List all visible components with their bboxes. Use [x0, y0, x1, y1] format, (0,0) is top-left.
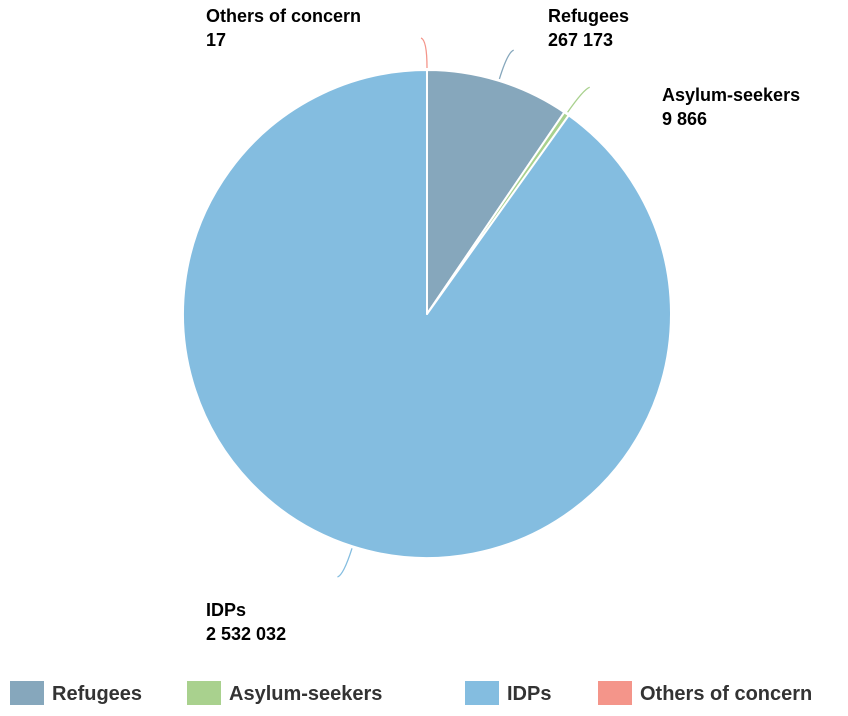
legend-item-idps: IDPs: [465, 681, 551, 705]
leader-line-idps: [338, 548, 353, 577]
legend-item-refugees: Refugees: [10, 681, 142, 705]
legend-item-asylum-seekers: Asylum-seekers: [187, 681, 382, 705]
data-label-name-refugees: Refugees: [548, 6, 629, 26]
legend-item-others-of-concern: Others of concern: [598, 681, 812, 705]
legend-label-others-of-concern: Others of concern: [640, 683, 812, 705]
data-label-name-asylum-seekers: Asylum-seekers: [662, 85, 800, 105]
pie-slices: [183, 70, 671, 558]
data-label-value-others-of-concern: 17: [206, 30, 226, 50]
data-label-name-others-of-concern: Others of concern: [206, 6, 361, 26]
legend-label-refugees: Refugees: [52, 683, 142, 705]
legend-label-idps: IDPs: [507, 683, 551, 705]
data-label-value-refugees: 267 173: [548, 30, 613, 50]
legend: Refugees Asylum-seekers IDPs Others of conc…: [10, 681, 812, 705]
leader-line-others-of-concern: [421, 38, 427, 68]
data-label-value-asylum-seekers: 9 866: [662, 109, 707, 129]
leader-line-refugees: [499, 50, 513, 79]
data-label-name-idps: IDPs: [206, 600, 246, 620]
legend-swatch-idps: [465, 681, 499, 705]
leader-line-asylum-seekers: [568, 87, 590, 112]
legend-swatch-asylum-seekers: [187, 681, 221, 705]
legend-swatch-refugees: [10, 681, 44, 705]
data-label-value-idps: 2 532 032: [206, 624, 286, 644]
legend-swatch-others-of-concern: [598, 681, 632, 705]
legend-label-asylum-seekers: Asylum-seekers: [229, 683, 382, 705]
